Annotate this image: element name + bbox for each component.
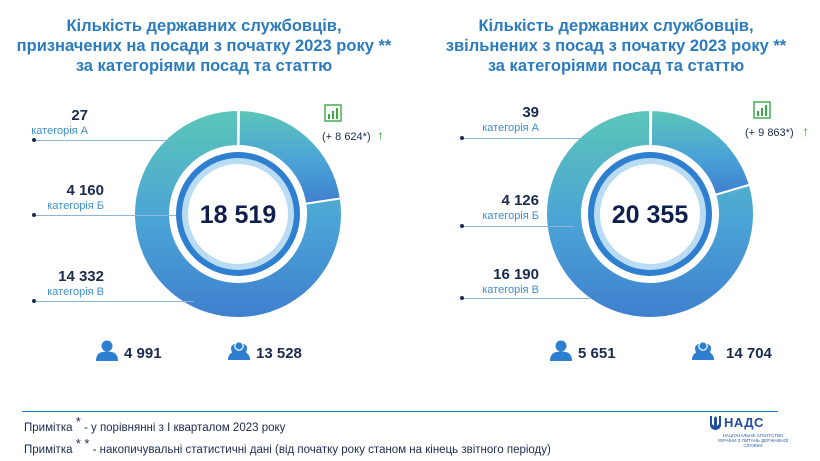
donut-center (600, 164, 700, 264)
segment-category: категорія В (47, 286, 104, 298)
segment-label-b: 4 126 категорія Б (449, 192, 539, 222)
segment-value: 27 (71, 107, 88, 124)
segment-value: 4 126 (501, 192, 539, 209)
segment-category: категорія А (482, 122, 539, 134)
segment-value: 4 160 (66, 182, 104, 199)
donut-chart-dismissed: 20 355 (545, 108, 755, 319)
footnote-text: - у порівнянні з I кварталом 2023 року (83, 422, 286, 434)
logo-subtitle: НАЦІОНАЛЬНЕ АГЕНТСТВО УКРАЇНИ З ПИТАНЬ Д… (717, 433, 789, 448)
donut-total: 20 355 (612, 201, 689, 229)
title-line: Кількість державних службовців, (66, 17, 342, 35)
women-count: 14 704 (726, 345, 772, 362)
title-line: звільнених з посад з початку 2023 року *… (445, 37, 787, 55)
donut-center (188, 164, 288, 264)
footnote-mark: * (75, 414, 81, 429)
woman-icon (228, 341, 250, 360)
footnote-2: Примітка * * - накопичувальні статистичн… (24, 436, 551, 456)
connector-line (460, 136, 582, 140)
segment-label-c: 14 332 категорія В (14, 268, 104, 298)
man-icon (550, 340, 572, 361)
trident-emblem-icon (710, 416, 721, 430)
connector-line (460, 224, 574, 228)
segment-label-b: 4 160 категорія Б (14, 182, 104, 212)
segment-category: категорія В (482, 284, 539, 296)
donut-slice-3 (545, 108, 755, 319)
donut-total: 18 519 (200, 201, 276, 229)
title-line: за категоріями посад та статтю (75, 57, 333, 75)
segment-category: категорія Б (47, 200, 104, 212)
arrow-up-icon: ↑ (802, 123, 809, 139)
chart-title-dismissed: Кількість державних службовців, звільнен… (426, 16, 806, 76)
segment-label-a: 39 категорія А (449, 104, 539, 134)
woman-icon (692, 341, 714, 360)
segment-category: категорія Б (482, 210, 539, 222)
segment-value: 16 190 (493, 266, 539, 283)
footer-divider (22, 411, 778, 412)
connector-line (32, 138, 170, 142)
footnote-1: Примітка * - у порівнянні з I кварталом … (24, 414, 286, 434)
growth-value: (+ 9 863*) (745, 127, 794, 139)
connector-line (460, 296, 590, 300)
connector-line (32, 213, 176, 217)
footnote-mark: * * (75, 436, 90, 451)
title-line: призначених на посади з початку 2023 рок… (16, 37, 392, 55)
men-count: 5 651 (578, 345, 616, 362)
title-line: Кількість державних службовців, (478, 17, 754, 35)
segment-value: 39 (522, 104, 539, 121)
donut-chart-appointed: 18 519 (133, 108, 343, 319)
connector-line (32, 299, 194, 303)
bar-chart-icon (753, 101, 771, 119)
men-count: 4 991 (124, 345, 162, 362)
logo-name: НАДС (724, 415, 764, 430)
footnote-label: Примітка (24, 422, 73, 434)
segment-category: категорія А (31, 125, 88, 137)
title-line: за категоріями посад та статтю (487, 57, 745, 75)
segment-value: 14 332 (58, 268, 104, 285)
footnote-label: Примітка (24, 444, 73, 456)
chart-title-appointed: Кількість державних службовців, призначе… (14, 16, 394, 76)
segment-label-a: 27 категорія А (0, 107, 88, 137)
arrow-up-icon: ↑ (377, 127, 384, 143)
man-icon (96, 340, 118, 361)
women-count: 13 528 (256, 345, 302, 362)
footnote-text: - накопичувальні статистичні дані (від п… (92, 444, 551, 456)
donut-slice-3 (133, 108, 343, 319)
bar-chart-icon (324, 104, 342, 122)
segment-label-c: 16 190 категорія В (449, 266, 539, 296)
growth-value: (+ 8 624*) (322, 131, 371, 143)
